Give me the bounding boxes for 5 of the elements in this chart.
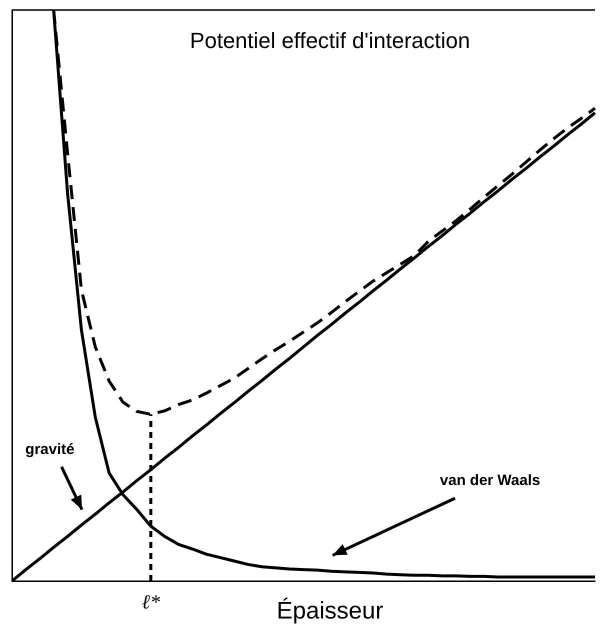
- annotation: van der Waals: [440, 472, 540, 490]
- annotation: gravité: [25, 440, 74, 458]
- x-axis-title: Épaisseur: [276, 598, 384, 625]
- text: ℓ*: [142, 591, 160, 614]
- text: Potentiel effectif d'interaction: [190, 28, 470, 54]
